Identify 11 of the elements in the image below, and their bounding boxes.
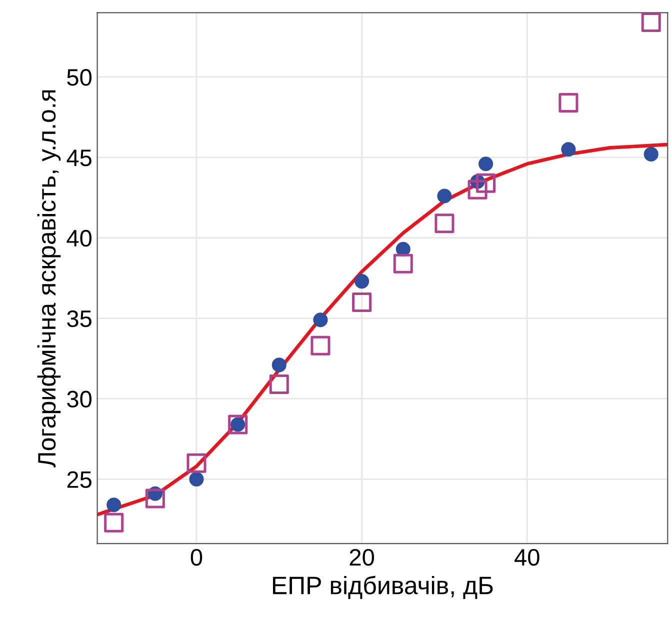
y-tick-label: 50 <box>67 69 92 86</box>
x-tick-label: 0 <box>190 549 202 566</box>
y-tick-label: 40 <box>66 230 92 247</box>
y-tick-label: 30 <box>67 390 92 408</box>
y-tick-label: 45 <box>66 150 92 166</box>
x-tick-label: 20 <box>350 549 374 566</box>
x-axis-title: ЕПР відбивачів, дБ <box>272 576 493 600</box>
y-axis-title: Логарифмічна яскравість, у.л.о.я <box>37 90 61 468</box>
y-tick-label: 25 <box>67 471 92 488</box>
y-tick-label: 35 <box>67 310 92 328</box>
x-tick-label: 40 <box>514 549 540 566</box>
